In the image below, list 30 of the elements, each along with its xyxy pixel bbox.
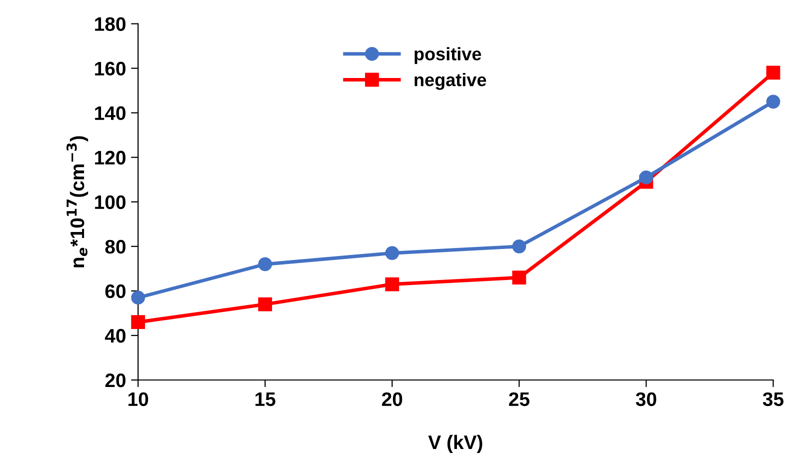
point — [385, 277, 400, 292]
y-tick-label: 60 — [105, 284, 126, 298]
point — [639, 170, 654, 184]
point — [258, 297, 272, 312]
y-tick-label: 120 — [95, 150, 126, 165]
point — [385, 246, 400, 260]
x-axis-title: V (kV) — [428, 434, 482, 454]
y-tick-label: 140 — [95, 106, 126, 120]
y-tick-label: 20 — [105, 373, 126, 388]
y-tick-label: 160 — [95, 62, 126, 76]
legend-label: positive — [414, 47, 482, 64]
point — [512, 270, 526, 285]
point — [131, 290, 146, 305]
x-tick-label: 10 — [128, 392, 148, 406]
y-tick-label: 40 — [104, 328, 126, 343]
point — [766, 94, 780, 109]
y-tick-label: 180 — [95, 17, 126, 31]
legend-label: negative — [414, 72, 486, 90]
point — [766, 66, 780, 80]
y-tick-label: 80 — [105, 240, 126, 254]
point — [512, 239, 526, 254]
x-tick-label: 20 — [382, 392, 402, 406]
x-tick-label: 15 — [256, 392, 276, 406]
x-tick-label: 25 — [509, 392, 530, 406]
y-tick-label: 100 — [95, 195, 126, 210]
y-axis-title: n$_{e}$*10$^{17}$(cm$^{−3}$) — [66, 136, 88, 268]
point — [131, 315, 146, 330]
point — [258, 257, 272, 272]
x-tick-label: 35 — [762, 392, 784, 406]
x-tick-label: 30 — [636, 392, 656, 406]
